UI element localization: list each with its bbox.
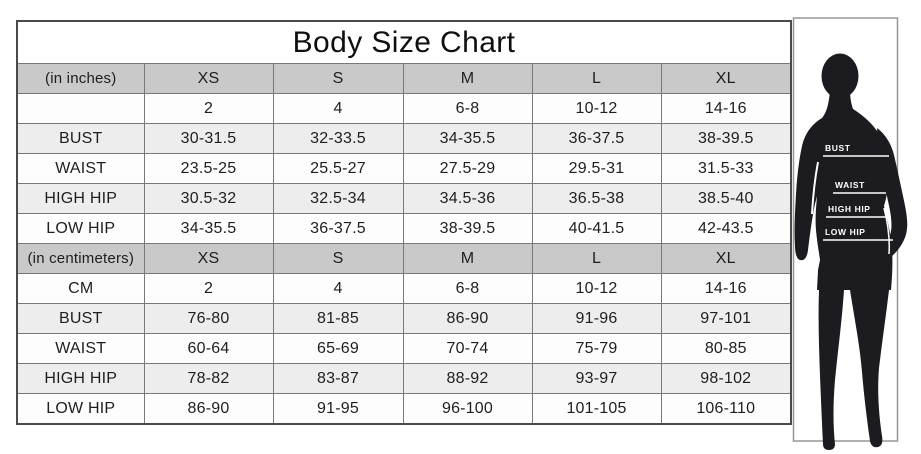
value-cell: 42-43.5 [660, 213, 792, 244]
value-cell: 30-31.5 [143, 123, 274, 154]
value-cell: 91-96 [531, 303, 662, 334]
measurement-row: 2 4 6-8 10-12 14-16 [16, 93, 792, 124]
value-cell: 6-8 [402, 273, 533, 304]
value-cell: 78-82 [143, 363, 274, 394]
size-header-cell: L [531, 63, 662, 94]
size-header-row: (in centimeters) XS S M L XL [16, 243, 792, 274]
value-cell: 38-39.5 [660, 123, 792, 154]
figure-measurement-labels: BUST WAIST HIGH HIP LOW HIP [823, 143, 893, 241]
row-label-cell: CM [16, 273, 145, 304]
chart-title-row: Body Size Chart [16, 20, 792, 64]
value-cell: 34.5-36 [402, 183, 533, 214]
size-table-body: Body Size Chart (in inches) XS S M L XL 2 4 6-8 1… [16, 20, 792, 425]
value-cell: 86-90 [402, 303, 533, 334]
value-cell: 106-110 [660, 393, 792, 425]
value-cell: 10-12 [531, 93, 662, 124]
measurement-row: BUST 30-31.5 32-33.5 34-35.5 36-37.5 38-39.5 [16, 123, 792, 154]
unit-label-cell: (in centimeters) [16, 243, 145, 274]
measurement-row: LOW HIP 86-90 91-95 96-100 101-105 106-110 [16, 393, 792, 425]
value-cell: 36.5-38 [531, 183, 662, 214]
value-cell: 91-95 [272, 393, 404, 425]
row-label-cell: HIGH HIP [16, 183, 145, 214]
silhouette-highlights [811, 161, 890, 255]
row-label-cell: BUST [16, 303, 145, 334]
value-cell: 36-37.5 [531, 123, 662, 154]
row-label-cell: BUST [16, 123, 145, 154]
value-cell: 86-90 [143, 393, 274, 425]
value-cell: 14-16 [660, 93, 792, 124]
measurement-row: CM 2 4 6-8 10-12 14-16 [16, 273, 792, 304]
figure-label-bust: BUST [825, 143, 851, 153]
value-cell: 32.5-34 [272, 183, 404, 214]
value-cell: 2 [143, 93, 274, 124]
size-header-cell: M [402, 243, 533, 274]
size-header-row: (in inches) XS S M L XL [16, 63, 792, 94]
value-cell: 30.5-32 [143, 183, 274, 214]
page-title: Body Size Chart [16, 20, 792, 64]
female-silhouette-icon [794, 53, 908, 450]
row-label-cell: LOW HIP [16, 393, 145, 425]
value-cell: 40-41.5 [531, 213, 662, 244]
body-size-chart-table: Body Size Chart (in inches) XS S M L XL 2 4 6-8 1… [16, 20, 793, 425]
value-cell: 23.5-25 [143, 153, 274, 184]
value-cell: 38.5-40 [660, 183, 792, 214]
measurement-row: HIGH HIP 78-82 83-87 88-92 93-97 98-102 [16, 363, 792, 394]
value-cell: 76-80 [143, 303, 274, 334]
row-label-cell: WAIST [16, 333, 145, 364]
value-cell: 81-85 [272, 303, 404, 334]
value-cell: 32-33.5 [272, 123, 404, 154]
figure-label-waist: WAIST [835, 180, 865, 190]
value-cell: 97-101 [660, 303, 792, 334]
size-header-cell: L [531, 243, 662, 274]
value-cell: 83-87 [272, 363, 404, 394]
size-header-cell: XS [143, 243, 274, 274]
value-cell: 2 [143, 273, 274, 304]
size-header-cell: M [402, 63, 533, 94]
row-label-cell: HIGH HIP [16, 363, 145, 394]
size-header-cell: XS [143, 63, 274, 94]
value-cell: 80-85 [660, 333, 792, 364]
value-cell: 60-64 [143, 333, 274, 364]
value-cell: 98-102 [660, 363, 792, 394]
value-cell: 34-35.5 [143, 213, 274, 244]
value-cell: 14-16 [660, 273, 792, 304]
measurement-row: BUST 76-80 81-85 86-90 91-96 97-101 [16, 303, 792, 334]
value-cell: 4 [272, 273, 404, 304]
value-cell: 6-8 [402, 93, 533, 124]
value-cell: 25.5-27 [272, 153, 404, 184]
value-cell: 34-35.5 [402, 123, 533, 154]
value-cell: 29.5-31 [531, 153, 662, 184]
figure-label-high-hip: HIGH HIP [828, 204, 871, 214]
figure-label-low-hip: LOW HIP [825, 227, 866, 237]
value-cell: 93-97 [531, 363, 662, 394]
size-header-cell: XL [660, 63, 792, 94]
value-cell: 101-105 [531, 393, 662, 425]
value-cell: 4 [272, 93, 404, 124]
value-cell: 75-79 [531, 333, 662, 364]
size-header-cell: XL [660, 243, 792, 274]
unit-label-cell: (in inches) [16, 63, 145, 94]
size-header-cell: S [272, 63, 404, 94]
value-cell: 70-74 [402, 333, 533, 364]
value-cell: 10-12 [531, 273, 662, 304]
measurement-row: WAIST 60-64 65-69 70-74 75-79 80-85 [16, 333, 792, 364]
measurement-row: LOW HIP 34-35.5 36-37.5 38-39.5 40-41.5 42-43… [16, 213, 792, 244]
value-cell: 96-100 [402, 393, 533, 425]
row-label-cell: WAIST [16, 153, 145, 184]
measurement-row: HIGH HIP 30.5-32 32.5-34 34.5-36 36.5-38 38.5… [16, 183, 792, 214]
value-cell: 31.5-33 [660, 153, 792, 184]
value-cell: 65-69 [272, 333, 404, 364]
row-label-cell: LOW HIP [16, 213, 145, 244]
figure-panel: BUST WAIST HIGH HIP LOW HIP [792, 17, 908, 450]
value-cell: 88-92 [402, 363, 533, 394]
value-cell: 38-39.5 [402, 213, 533, 244]
value-cell: 36-37.5 [272, 213, 404, 244]
value-cell: 27.5-29 [402, 153, 533, 184]
size-header-cell: S [272, 243, 404, 274]
row-label-cell [16, 93, 145, 124]
measurement-row: WAIST 23.5-25 25.5-27 27.5-29 29.5-31 31.5-33 [16, 153, 792, 184]
